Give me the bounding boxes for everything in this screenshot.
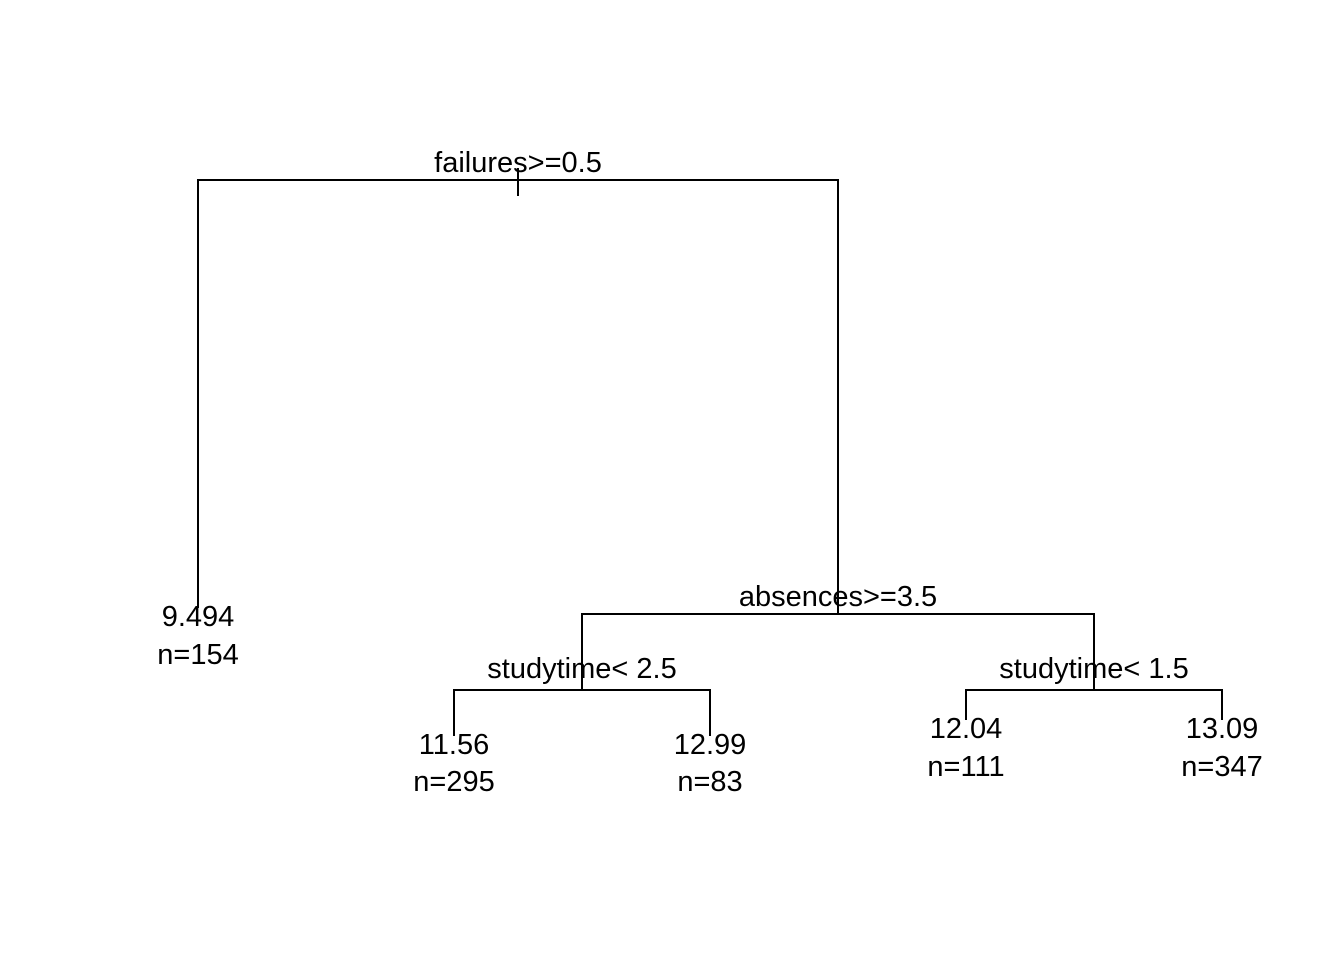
leaf-value: 12.04 bbox=[930, 713, 1003, 745]
leaf-count: n=295 bbox=[413, 766, 494, 798]
leaf-node: 9.494 n=154 bbox=[157, 601, 238, 671]
edge-studytime-right-right bbox=[1094, 689, 1223, 720]
leaf-count: n=347 bbox=[1181, 751, 1262, 783]
edge-absences-left bbox=[581, 613, 838, 690]
leaf-value: 11.56 bbox=[419, 729, 489, 761]
root-split-label: failures>=0.5 bbox=[434, 147, 602, 179]
edge-root-left bbox=[197, 179, 518, 608]
studytime-right-split-label: studytime< 1.5 bbox=[999, 653, 1188, 685]
tree-edges bbox=[197, 168, 1223, 736]
leaf-node: 12.04 n=111 bbox=[927, 713, 1004, 783]
studytime-left-split-label: studytime< 2.5 bbox=[487, 653, 676, 685]
leaf-value: 12.99 bbox=[674, 729, 747, 761]
leaf-node: 11.56 n=295 bbox=[413, 729, 494, 798]
leaf-count: n=111 bbox=[927, 751, 1004, 783]
edge-studytime-right-left bbox=[965, 689, 1094, 720]
leaf-node: 13.09 n=347 bbox=[1181, 713, 1262, 783]
edge-absences-right bbox=[838, 613, 1095, 690]
leaf-value: 9.494 bbox=[162, 601, 235, 633]
edge-studytime-left-right bbox=[582, 689, 711, 736]
leaf-value: 13.09 bbox=[1186, 713, 1259, 745]
leaf-count: n=83 bbox=[677, 766, 742, 798]
edge-studytime-left-left bbox=[453, 689, 582, 736]
leaf-count: n=154 bbox=[157, 639, 238, 671]
absences-split-label: absences>=3.5 bbox=[739, 581, 937, 613]
leaf-node: 12.99 n=83 bbox=[674, 729, 747, 798]
edge-root-right bbox=[518, 179, 839, 614]
